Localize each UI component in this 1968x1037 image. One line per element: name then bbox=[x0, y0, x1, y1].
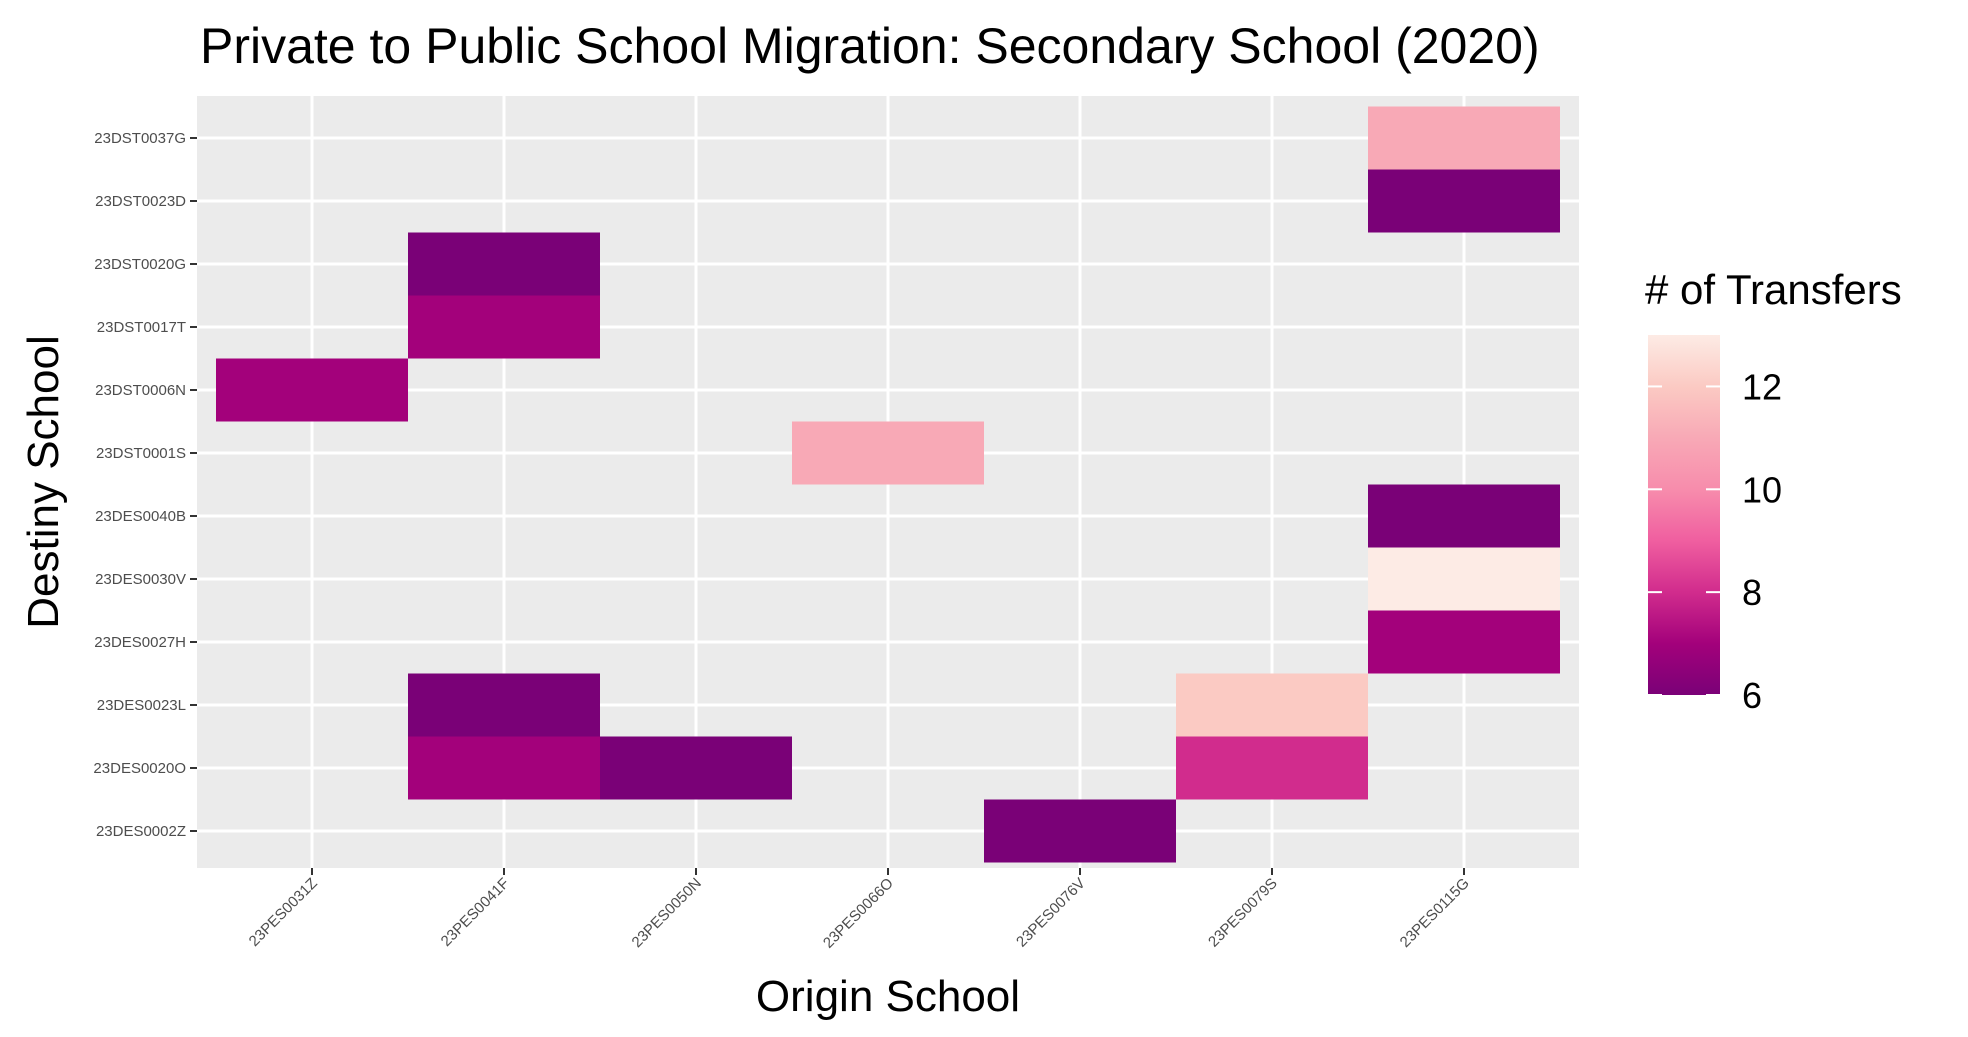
legend: # of Transfers 6 8 10 12 bbox=[1645, 266, 1902, 716]
y-tick-label: 23DES0030V bbox=[95, 571, 186, 588]
x-tick-label: 23PES0031Z bbox=[246, 875, 321, 950]
heatmap-cell bbox=[408, 736, 600, 800]
grid-lines bbox=[197, 96, 1579, 868]
legend-tick-label: 8 bbox=[1742, 572, 1762, 613]
heatmap-cell bbox=[1368, 106, 1560, 170]
chart-title: Private to Public School Migration: Seco… bbox=[200, 18, 1540, 74]
heatmap-cell bbox=[408, 232, 600, 296]
x-axis-title: Origin School bbox=[756, 972, 1020, 1021]
x-tick-label: 23PES0066O bbox=[820, 875, 897, 952]
legend-tick-label: 6 bbox=[1742, 675, 1762, 716]
heatmap-cell bbox=[792, 421, 984, 485]
heatmap-cell bbox=[984, 799, 1176, 863]
x-tick-label: 23PES0076V bbox=[1013, 875, 1089, 951]
x-tick-label: 23PES0115G bbox=[1397, 875, 1473, 951]
x-tick-label: 23PES0079S bbox=[1205, 875, 1281, 951]
y-tick-label: 23DES0027H bbox=[94, 634, 186, 651]
legend-tick-label: 10 bbox=[1742, 469, 1782, 510]
legend-title: # of Transfers bbox=[1645, 266, 1902, 313]
heatmap-cells bbox=[216, 106, 1560, 863]
y-tick-label: 23DES0002Z bbox=[96, 823, 186, 840]
x-tick-label: 23PES0050N bbox=[629, 875, 705, 951]
y-axis-title: Destiny School bbox=[19, 335, 68, 628]
y-tick-label: 23DST0037G bbox=[94, 130, 186, 147]
x-tick-label: 23PES0041F bbox=[438, 875, 513, 950]
legend-ticks: 6 8 10 12 bbox=[1648, 366, 1782, 716]
heatmap-cell bbox=[1368, 169, 1560, 233]
heatmap-cell bbox=[1176, 673, 1368, 737]
y-tick-label: 23DST0017T bbox=[97, 319, 186, 336]
legend-tick-label: 12 bbox=[1742, 366, 1782, 407]
heatmap-cell bbox=[216, 358, 408, 422]
legend-colorbar bbox=[1648, 335, 1720, 695]
y-tick-label: 23DES0023L bbox=[97, 697, 186, 714]
y-tick-label: 23DST0001S bbox=[96, 445, 186, 462]
heatmap-cell bbox=[1368, 484, 1560, 548]
y-tick-label: 23DES0020O bbox=[93, 760, 186, 777]
heatmap-cell bbox=[1368, 610, 1560, 674]
heatmap-cell bbox=[600, 736, 792, 800]
heatmap-cell bbox=[408, 295, 600, 359]
y-tick-label: 23DST0020G bbox=[94, 256, 186, 273]
y-tick-label: 23DES0040B bbox=[95, 508, 186, 525]
heatmap-cell bbox=[1368, 547, 1560, 611]
heatmap-cell bbox=[1176, 736, 1368, 800]
y-axis-ticks: 23DST0037G 23DST0023D 23DST0020G 23DST0017T… bbox=[93, 130, 197, 840]
y-tick-label: 23DST0023D bbox=[95, 193, 186, 210]
y-tick-label: 23DST0006N bbox=[95, 382, 186, 399]
heatmap-cell bbox=[408, 673, 600, 737]
x-axis-ticks: 23PES0031Z 23PES0041F 23PES0050N 23PES0066O… bbox=[246, 868, 1473, 952]
